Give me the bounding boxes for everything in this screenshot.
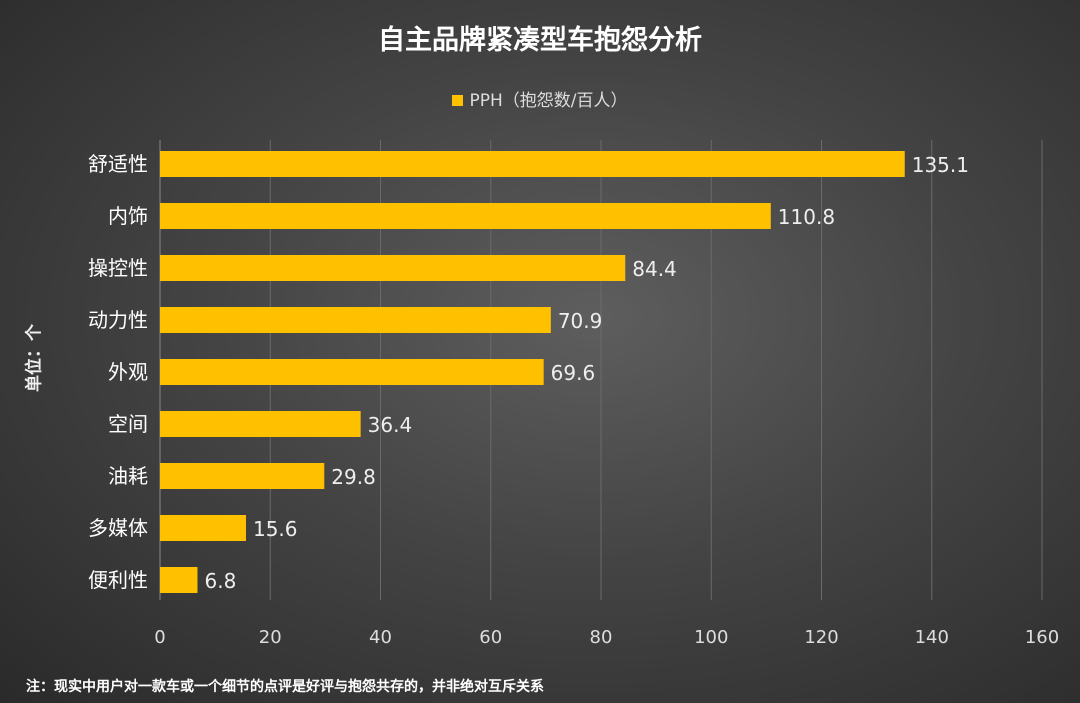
data-label: 70.9 (558, 309, 603, 333)
category-label: 便利性 (88, 568, 148, 592)
bar (160, 515, 246, 541)
data-label: 36.4 (368, 413, 413, 437)
category-label: 操控性 (88, 256, 148, 280)
bar (160, 255, 626, 281)
data-label: 15.6 (253, 517, 298, 541)
x-tick-label: 120 (804, 627, 838, 648)
category-label: 多媒体 (88, 516, 148, 540)
legend: PPH（抱怨数/百人） (0, 86, 1080, 111)
x-tick-label: 100 (694, 627, 728, 648)
category-label: 内饰 (108, 204, 148, 228)
category-label: 动力性 (88, 308, 148, 332)
x-tick-label: 60 (479, 627, 502, 648)
legend-label: PPH（抱怨数/百人） (469, 91, 628, 111)
bar (160, 411, 361, 437)
x-tick-label: 80 (590, 627, 613, 648)
bar (160, 307, 551, 333)
x-tick-label: 20 (259, 627, 282, 648)
category-label: 舒适性 (88, 152, 148, 176)
category-label: 空间 (108, 412, 148, 436)
bar (160, 203, 771, 229)
bar (160, 359, 544, 385)
footnote: 注：现实中用户对一款车或一个细节的点评是好评与抱怨共存的，并非绝对互斥关系 (26, 679, 544, 695)
x-tick-label: 0 (154, 627, 165, 648)
chart-title: 自主品牌紧凑型车抱怨分析 (378, 25, 702, 56)
bar (160, 151, 905, 177)
data-label: 110.8 (778, 205, 835, 229)
data-label: 6.8 (204, 569, 236, 593)
x-tick-label: 140 (915, 627, 949, 648)
data-label: 84.4 (632, 257, 677, 281)
data-label: 135.1 (912, 153, 969, 177)
category-label: 油耗 (108, 464, 148, 488)
x-tick-label: 160 (1025, 627, 1059, 648)
bar (160, 567, 198, 593)
category-label: 外观 (108, 360, 148, 384)
x-tick-label: 40 (369, 627, 392, 648)
legend-swatch (452, 95, 464, 106)
data-label: 69.6 (551, 361, 596, 385)
data-label: 29.8 (331, 465, 376, 489)
bar (160, 463, 325, 489)
